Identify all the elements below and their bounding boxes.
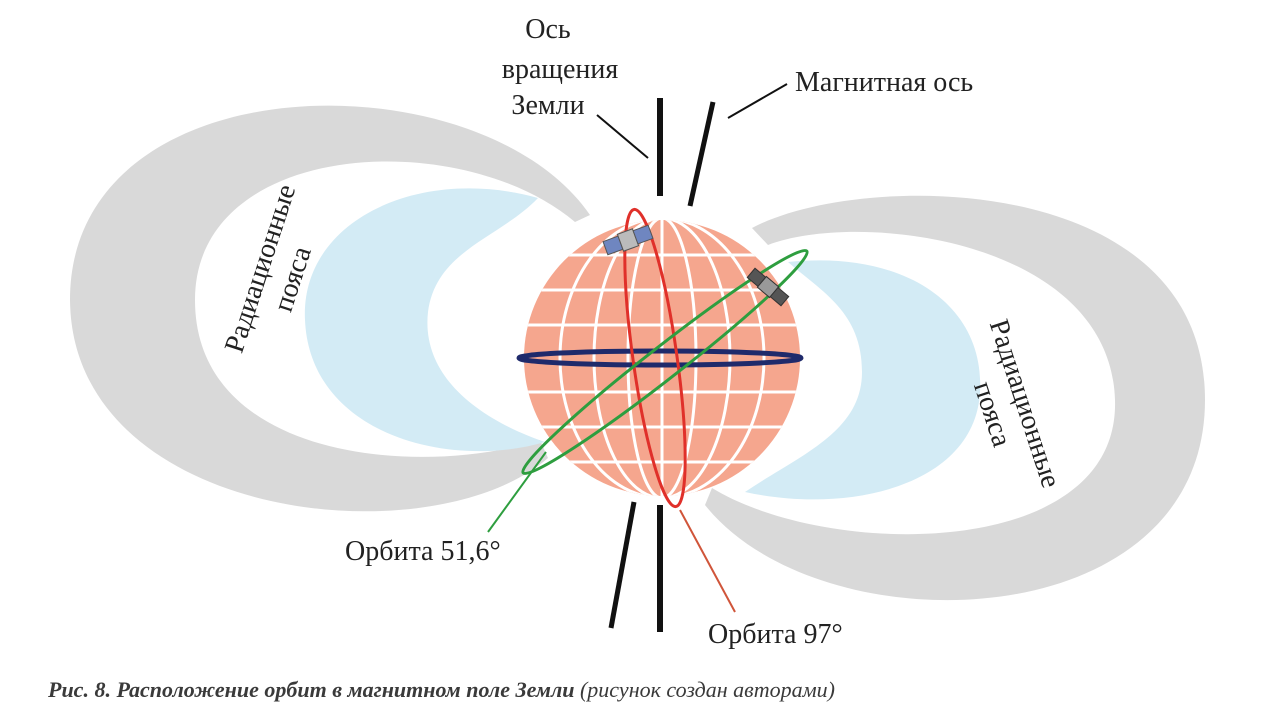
leader-polar bbox=[679, 509, 736, 613]
caption-title: Рис. 8. Расположение орбит в магнитном п… bbox=[47, 677, 574, 702]
caption: Рис. 8. Расположение орбит в магнитном п… bbox=[47, 677, 835, 702]
inner-belt-left bbox=[304, 188, 545, 452]
inner-belt-right bbox=[745, 260, 981, 500]
leader-rotation bbox=[596, 114, 649, 159]
caption-note: (рисунок создан авторами) bbox=[580, 677, 835, 702]
orbit-polar bbox=[623, 207, 687, 509]
satellite-1 bbox=[602, 224, 654, 256]
label: Орбита 51,6° bbox=[345, 536, 501, 567]
leader-iss bbox=[487, 451, 547, 533]
label: вращения bbox=[502, 54, 619, 85]
leader-magnetic bbox=[727, 83, 788, 119]
outer-belt-right bbox=[705, 195, 1205, 601]
label: Орбита 97° bbox=[708, 619, 843, 650]
orbit-iss bbox=[521, 248, 809, 476]
label: Ось bbox=[525, 14, 570, 45]
equator bbox=[516, 348, 804, 368]
magnetic-axis-top bbox=[687, 101, 716, 207]
label: Магнитная ось bbox=[795, 67, 973, 98]
label: Земли bbox=[511, 90, 584, 121]
satellite-2 bbox=[746, 267, 790, 307]
magnetic-axis-bottom bbox=[608, 501, 637, 629]
outer-belt-left bbox=[70, 105, 590, 512]
